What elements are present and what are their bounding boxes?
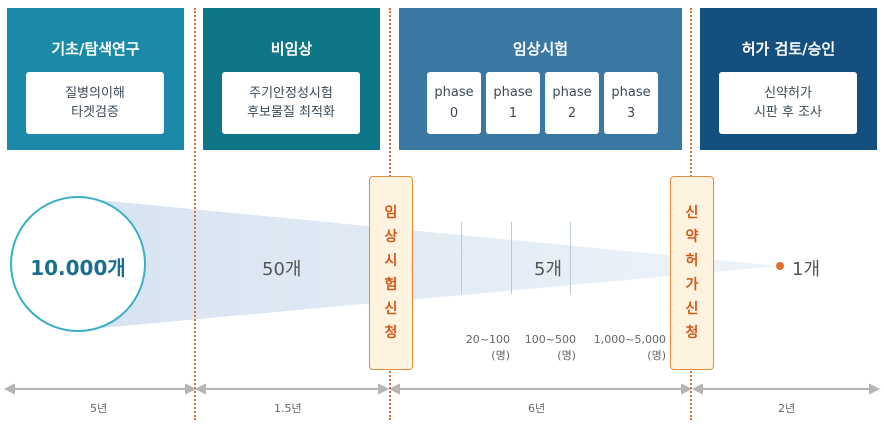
stage-preclinical: 비임상 주기안정성시험 후보물질 최적화: [203, 8, 380, 150]
app-char: 신: [685, 205, 699, 221]
stage-title: 허가 검토/승인: [741, 40, 836, 58]
count-clinical: 5개: [534, 259, 563, 280]
phase-label: phase: [493, 85, 533, 100]
stage-approval: 허가 검토/승인 신약허가 시판 후 조사: [700, 8, 877, 150]
phase-label: phase: [611, 85, 651, 100]
app-char: 가: [685, 277, 699, 293]
end-dot: [776, 262, 784, 270]
range-unit: (명): [491, 349, 510, 362]
phase-range-3: 1,000~5,000 (명): [582, 332, 666, 364]
app-char: 청: [685, 325, 699, 341]
stage-basic-research: 기초/탐색연구 질병의이해 타겟검증: [7, 8, 184, 150]
phase-label: phase: [552, 85, 592, 100]
phase-card-1: phase 1: [486, 72, 540, 134]
separator-line: [194, 8, 196, 420]
range-value: 100~500: [524, 333, 576, 346]
app-char: 허: [685, 253, 699, 269]
phase-number: 2: [567, 106, 577, 121]
timeline-arrows: [3, 383, 881, 395]
app-char: 약: [685, 229, 699, 245]
count-preclinical: 50개: [262, 259, 302, 280]
range-unit: (명): [647, 349, 666, 362]
phase-number: 3: [626, 106, 636, 121]
phase-divider: [511, 222, 512, 294]
duration-label: 1.5년: [274, 402, 302, 415]
app-char: 상: [384, 229, 398, 245]
phase-card-0: phase 0: [427, 72, 481, 134]
clinical-trial-application: 임 상 시 험 신 청: [369, 176, 413, 370]
start-circle: [10, 196, 146, 332]
stage-clinical-trial: 임상시험 phase 0 phase 1 phase 2 phase 3: [399, 8, 682, 150]
app-char: 험: [384, 277, 398, 293]
phase-card-3: phase 3: [604, 72, 658, 134]
card-line: 시판 후 조사: [753, 105, 823, 120]
count-start: 10.000개: [30, 256, 126, 280]
phase-range-2: 100~500 (명): [514, 332, 576, 364]
app-char: 신: [685, 301, 699, 317]
card-line: 주기안정성시험: [249, 86, 333, 101]
card-line: 후보물질 최적화: [247, 105, 335, 120]
stage-card: 주기안정성시험 후보물질 최적화: [222, 72, 360, 134]
app-char: 청: [384, 325, 398, 341]
card-line: 질병의이해: [65, 86, 125, 101]
card-line: 신약허가: [764, 86, 812, 101]
stage-title: 비임상: [270, 40, 313, 58]
count-end: 1개: [792, 259, 821, 280]
stage-title: 기초/탐색연구: [51, 40, 140, 58]
new-drug-application: 신 약 허 가 신 청: [670, 176, 714, 370]
funnel-shape: [78, 198, 780, 330]
phase-label: phase: [434, 85, 474, 100]
duration-label: 2년: [778, 402, 796, 415]
duration-label: 5년: [90, 402, 108, 415]
stage-card: 신약허가 시판 후 조사: [719, 72, 857, 134]
range-value: 20~100: [465, 333, 510, 346]
app-char: 시: [384, 253, 398, 269]
app-char: 신: [384, 301, 398, 317]
card-line: 타겟검증: [71, 105, 119, 120]
phase-number: 0: [449, 106, 459, 121]
app-char: 임: [384, 205, 398, 221]
phase-card-2: phase 2: [545, 72, 599, 134]
phase-number: 1: [508, 106, 518, 121]
range-unit: (명): [557, 349, 576, 362]
duration-label: 6년: [528, 402, 546, 415]
phase-divider: [570, 222, 571, 294]
phase-divider: [461, 222, 462, 294]
phase-range-1: 20~100 (명): [452, 332, 510, 364]
stage-card: 질병의이해 타겟검증: [26, 72, 164, 134]
range-value: 1,000~5,000: [593, 333, 666, 346]
stage-title: 임상시험: [512, 40, 569, 58]
